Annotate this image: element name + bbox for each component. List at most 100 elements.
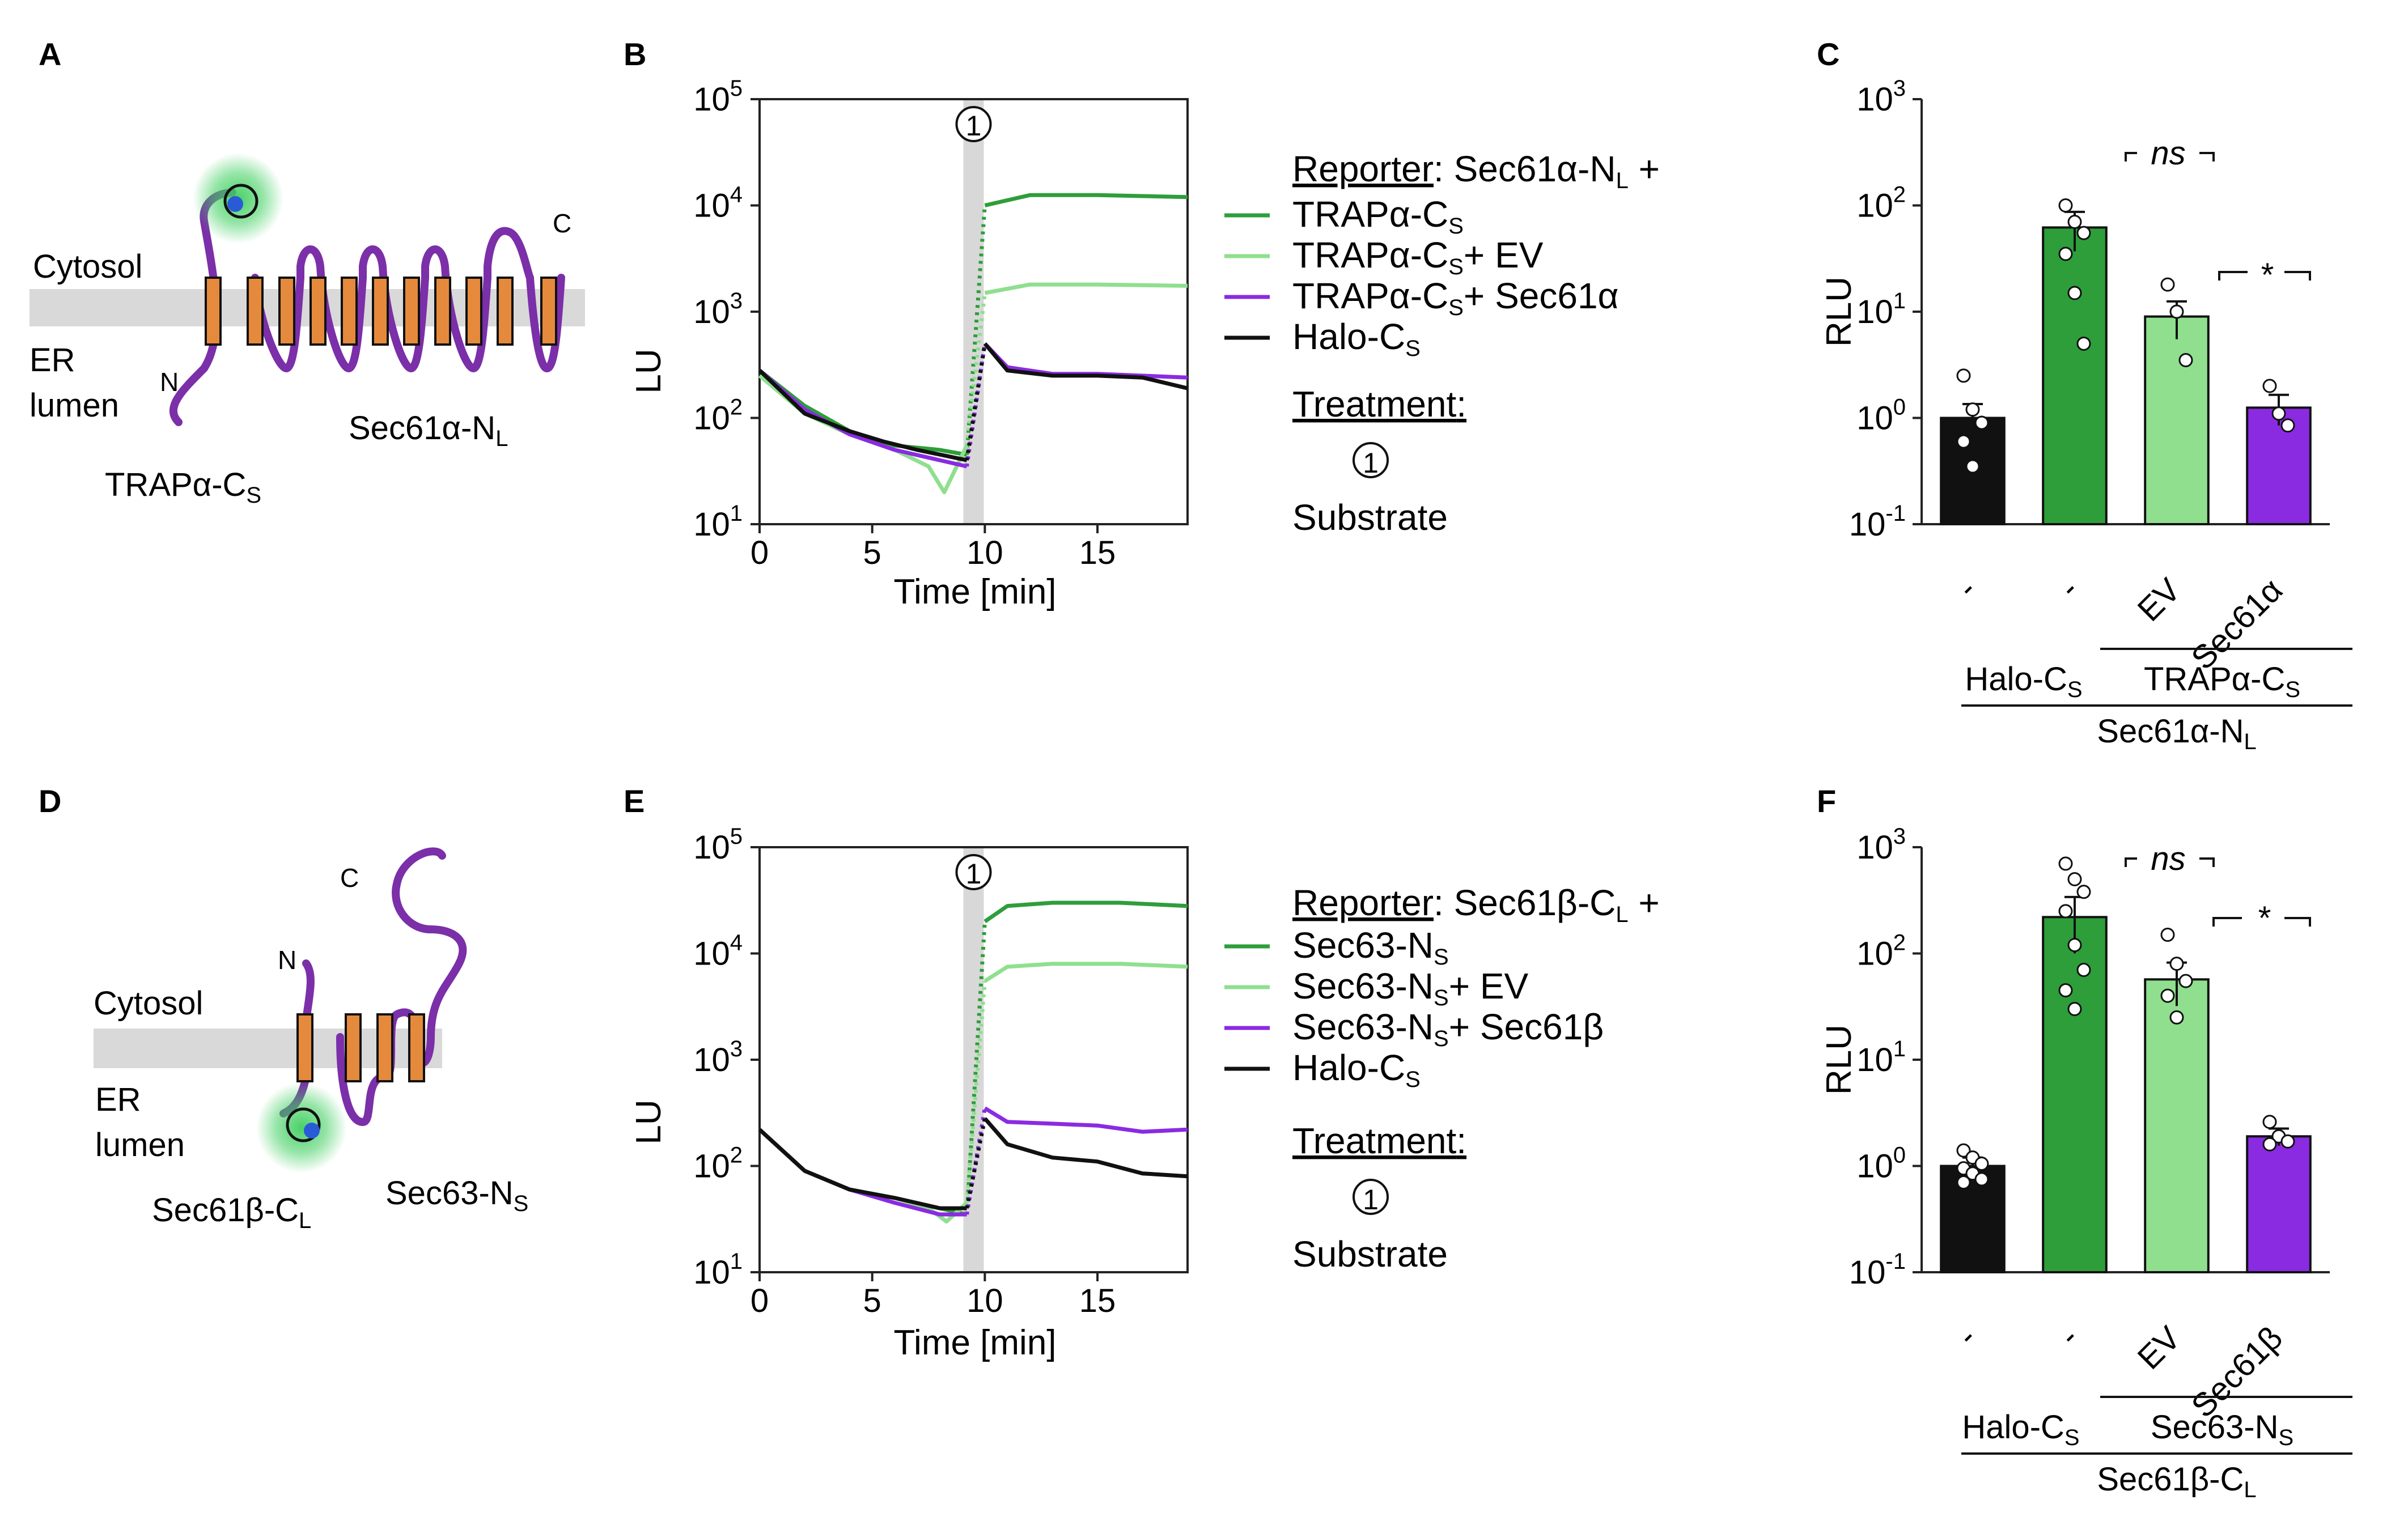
bar (1940, 1165, 2006, 1273)
data-point (1956, 434, 1971, 449)
c-terminus-label: C (553, 209, 571, 238)
star-bracket (2212, 917, 2311, 927)
data-point (2280, 1134, 2295, 1149)
bar (2246, 1135, 2312, 1273)
legend-label: TRAPα-CS+ EV (1292, 235, 1544, 279)
treatment-marker (1353, 442, 1389, 478)
substrate-label: Substrate (1292, 1234, 1448, 1274)
series-jump (965, 1118, 987, 1209)
series-line (983, 342, 1188, 390)
substrate-marker (955, 106, 992, 142)
ns-bracket (2125, 152, 2215, 162)
data-point (2262, 379, 2277, 393)
series-line (983, 962, 1188, 983)
legend-label: TRAPα-CS+ Sec61α (1292, 275, 1619, 320)
c-terminus-label: C (340, 863, 359, 893)
data-point (2058, 247, 2073, 261)
data-point (2169, 957, 2184, 971)
luciferase-core (227, 196, 243, 212)
reporter-label: Reporter: Sec61α-NL + (1292, 148, 1660, 193)
y-tick-label: 103 (693, 1036, 743, 1078)
series-jump (965, 921, 987, 1215)
group-label-sec63: Sec63-NS (2151, 1409, 2293, 1450)
ns-annotation: ns (2151, 135, 2185, 172)
luciferase-core (304, 1123, 320, 1138)
data-point (2178, 974, 2193, 988)
data-point (2160, 277, 2175, 292)
y-tick-label: 102 (1856, 931, 1906, 972)
treatment-label: Treatment: (1292, 384, 1466, 424)
luciferase-ring (223, 184, 258, 219)
sec61b-label: Sec61β-CL (152, 1192, 311, 1233)
substrate-marker-number: 1 (966, 110, 982, 142)
data-point (2067, 938, 2082, 953)
y-tick-label: 105 (693, 76, 743, 118)
data-point (2262, 1137, 2277, 1152)
series-line (758, 1128, 967, 1217)
x-axis-label: Time [min] (893, 572, 1056, 611)
legend-label: TRAPα-CS (1292, 194, 1464, 239)
x-tick-label: 5 (863, 534, 881, 571)
y-tick-label: 102 (1856, 182, 1906, 224)
group-label-sec61b: Sec61β-CL (2097, 1461, 2256, 1502)
y-tick-label: 10-1 (1849, 501, 1906, 543)
sec63-label: Sec63-NS (385, 1175, 528, 1216)
n-terminus-label: N (278, 945, 296, 975)
data-point (2067, 1002, 2082, 1017)
data-point (1974, 1172, 1989, 1187)
y-tick-label: 101 (693, 1249, 743, 1291)
ns-bracket (2125, 857, 2215, 867)
series-line (758, 1128, 967, 1210)
x-category-label: - (1950, 1319, 1984, 1353)
data-point (2262, 1115, 2277, 1129)
significance-star: * (2261, 257, 2274, 294)
y-tick-label: 103 (693, 288, 743, 330)
cytosol-label: Cytosol (33, 248, 142, 285)
y-axis-label: LU (629, 1099, 668, 1144)
data-point (1956, 1143, 1971, 1158)
line-plot: 1 101 102 103 104 105 0 5 10 15 (693, 76, 1189, 571)
panel-letter-a: A (39, 36, 61, 72)
x-category-label: EV (2131, 1319, 2188, 1376)
y-tick-label: 102 (693, 1143, 743, 1185)
bar (2246, 406, 2312, 525)
lumen-label: lumen (29, 387, 119, 424)
data-point (2058, 856, 2073, 871)
significance-star: * (2258, 900, 2271, 937)
data-point (1965, 459, 1980, 474)
substrate-marker-number: 1 (966, 858, 982, 890)
y-tick-label: 104 (693, 182, 743, 224)
series-line (758, 369, 968, 462)
data-point (2271, 406, 2286, 421)
data-point (2067, 286, 2082, 300)
panel-letter-e: E (624, 783, 645, 819)
panel-d: D Cytosol ER lumen N C Sec61β-CL Sec63-N… (39, 783, 528, 1233)
data-point (2160, 988, 2175, 1003)
bar (2144, 978, 2210, 1273)
series-line (984, 282, 1188, 295)
data-point (2169, 1010, 2184, 1025)
x-category-label: - (1950, 571, 1984, 605)
y-tick-label: 10-1 (1849, 1249, 1906, 1291)
data-point (2178, 352, 2193, 367)
data-point (1974, 1157, 1989, 1171)
x-tick-label: 15 (1079, 534, 1116, 571)
x-tick-label: 10 (966, 1282, 1003, 1319)
data-point (2076, 885, 2091, 899)
series-line (758, 368, 968, 457)
series-line (983, 1106, 1188, 1134)
data-point (2160, 927, 2175, 942)
series-jump (965, 343, 987, 461)
lumen-label: lumen (95, 1127, 185, 1163)
x-tick-label: 0 (751, 1282, 769, 1319)
data-point (2058, 983, 2073, 998)
y-tick-label: 103 (1856, 824, 1906, 866)
data-point (2076, 226, 2091, 240)
data-point (1974, 415, 1989, 430)
series-line (983, 1117, 1188, 1179)
panel-letter-f: F (1817, 783, 1836, 819)
data-point (2280, 418, 2295, 433)
